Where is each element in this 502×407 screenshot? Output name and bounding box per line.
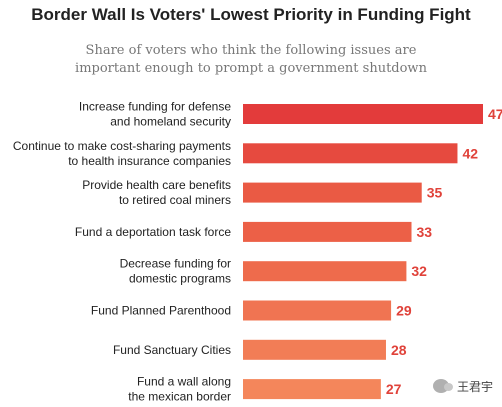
subtitle-line-1: Share of voters who think the following … — [85, 43, 417, 58]
wechat-icon — [433, 379, 453, 393]
subtitle-line-2: important enough to prompt a government … — [75, 61, 427, 76]
category-label-6-line-1: Fund Planned Parenthood — [91, 304, 231, 318]
category-label-2-line-1: Continue to make cost-sharing payments — [13, 139, 231, 153]
category-label-8-line-1: Fund a wall along — [137, 375, 231, 389]
value-label-5: 32 — [411, 263, 427, 279]
bar-4 — [243, 221, 412, 242]
category-label-5-line-2: domestic programs — [129, 272, 231, 286]
bar-6 — [243, 300, 392, 321]
bar-5 — [243, 261, 407, 282]
bar-2 — [243, 143, 458, 164]
chart-subtitle: Share of voters who think the following … — [0, 42, 502, 78]
watermark-text: 王君宇 — [457, 379, 494, 394]
value-label-4: 33 — [417, 224, 433, 240]
value-label-6: 29 — [396, 303, 412, 319]
category-label-3-line-1: Provide health care benefits — [82, 178, 231, 192]
bar-1 — [243, 104, 483, 124]
chart-title: Border Wall Is Voters' Lowest Priority i… — [31, 5, 471, 24]
value-label-7: 28 — [391, 342, 407, 358]
category-label-8-line-2: the mexican border — [128, 390, 231, 404]
value-label-3: 35 — [427, 185, 443, 201]
category-label-3-line-2: to retired coal miners — [119, 193, 231, 207]
value-label-1: 47% — [488, 106, 502, 122]
bar-8 — [243, 379, 381, 400]
category-label-1-line-1: Increase funding for defense — [79, 100, 231, 114]
category-label-1-line-2: and homeland security — [110, 115, 231, 129]
value-label-8: 27 — [386, 381, 402, 397]
category-label-2-line-2: to health insurance companies — [68, 154, 231, 168]
bar-3 — [243, 182, 422, 203]
value-label-2: 42 — [462, 145, 478, 161]
watermark: 王君宇 — [433, 376, 499, 396]
category-label-5-line-1: Decrease funding for — [120, 257, 231, 271]
bar-7 — [243, 339, 386, 360]
category-label-4-line-1: Fund a deportation task force — [75, 225, 231, 239]
category-label-7-line-1: Fund Sanctuary Cities — [113, 343, 231, 357]
